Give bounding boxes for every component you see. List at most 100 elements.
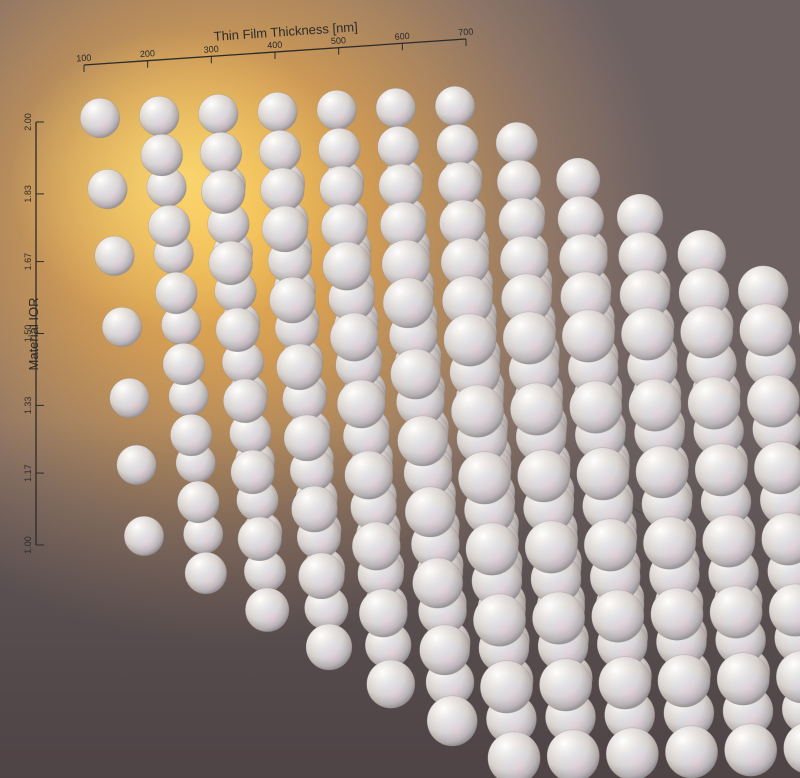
data-points	[79, 85, 800, 778]
data-point-sheen	[695, 443, 748, 497]
data-point-sheen	[503, 311, 556, 365]
data-point-sheen	[439, 200, 486, 246]
data-point-sheen	[207, 203, 250, 246]
y-tick-label: 1.67	[23, 253, 33, 271]
data-point-sheen	[412, 557, 463, 609]
data-point-sheen	[678, 267, 730, 318]
data-point-sheen	[501, 273, 552, 324]
data-point-sheen	[628, 378, 682, 432]
y-tick-label: 1.17	[23, 464, 33, 482]
data-point-sheen	[262, 206, 308, 252]
data-point-sheen	[257, 92, 298, 132]
data-point-sheen	[102, 307, 142, 347]
data-point-sheen	[702, 514, 755, 568]
data-point-sheen	[569, 380, 622, 434]
x-tick-label: 600	[394, 31, 410, 42]
data-point-sheen	[397, 415, 448, 466]
data-point-sheen	[717, 652, 770, 706]
data-point-sheen	[116, 445, 157, 485]
y-axis-ticks: 1.00 1.17 1.33 1.50 1.67 1.83 2.00	[23, 113, 44, 554]
data-point-sheen	[657, 654, 711, 708]
data-point-sheen	[269, 277, 316, 324]
data-point-sheen	[677, 230, 726, 279]
data-point-sheen	[487, 731, 541, 778]
data-point-sheen	[405, 486, 456, 537]
data-point-sheen	[500, 236, 549, 285]
data-point-sheen	[109, 378, 150, 418]
data-point-sheen	[284, 415, 330, 461]
y-axis-title: Material IOR	[26, 298, 41, 371]
data-point-sheen	[747, 374, 800, 428]
data-point-sheen	[148, 205, 191, 248]
data-point-sheen	[260, 168, 305, 212]
data-point-sheen	[557, 196, 604, 242]
x-tick-label: 200	[140, 48, 156, 59]
data-point-sheen	[318, 128, 361, 171]
data-point-sheen	[291, 486, 338, 533]
data-point-sheen	[259, 130, 301, 173]
data-point-sheen	[377, 126, 420, 168]
data-point-sheen	[458, 451, 511, 505]
data-point-sheen	[442, 275, 493, 326]
data-point-sheen	[497, 160, 541, 204]
data-point-sheen	[390, 348, 441, 400]
data-point-sheen	[155, 272, 198, 314]
data-point-sheen	[591, 589, 644, 643]
data-point-sheen	[229, 412, 272, 454]
data-point-sheen	[709, 585, 763, 639]
data-point-sheen	[376, 88, 416, 128]
data-point-sheen	[559, 234, 608, 283]
data-point-sheen	[532, 591, 585, 645]
data-point-sheen	[724, 723, 777, 777]
data-point-sheen	[480, 660, 533, 714]
data-point-sheen	[322, 242, 371, 291]
data-point-sheen	[754, 441, 800, 495]
data-point-sheen	[761, 512, 800, 566]
data-point-sheen	[576, 447, 630, 501]
data-point-sheen	[366, 660, 415, 709]
data-point-sheen	[438, 162, 482, 206]
data-point-sheen	[618, 232, 667, 281]
data-point-sheen	[208, 241, 253, 285]
data-point-sheen	[215, 308, 260, 352]
data-point-sheen	[337, 379, 386, 429]
data-point-sheen	[306, 624, 352, 670]
data-point-sheen	[617, 194, 663, 240]
data-point-sheen	[562, 309, 615, 363]
data-point-sheen	[298, 552, 345, 599]
data-point-sheen	[321, 204, 368, 250]
data-point-sheen	[556, 158, 601, 202]
data-point-sheen	[237, 517, 282, 561]
data-point-sheen	[584, 518, 637, 572]
data-point-sheen	[621, 307, 674, 361]
data-point-sheen	[94, 236, 135, 276]
data-point-sheen	[769, 583, 800, 637]
data-point-sheen	[359, 588, 408, 638]
data-point-sheen	[517, 449, 570, 503]
data-point-sheen	[419, 624, 470, 676]
data-point-sheen	[352, 522, 401, 571]
data-point-sheen	[495, 122, 538, 164]
data-point-sheen	[776, 650, 800, 703]
y-tick-label: 1.83	[23, 185, 33, 203]
data-point-sheen	[498, 198, 545, 244]
data-point-sheen	[380, 202, 427, 248]
data-point-sheen	[525, 520, 578, 574]
data-point-sheen	[381, 240, 431, 289]
data-point-sheen	[200, 132, 242, 175]
data-point-sheen	[606, 727, 659, 778]
data-point-sheen	[635, 445, 689, 499]
data-point-sheen	[619, 269, 671, 320]
data-point-sheen	[146, 167, 187, 207]
data-point-sheen	[738, 265, 789, 316]
data-point-sheen	[244, 550, 286, 592]
data-point-sheen	[598, 656, 652, 710]
data-point-sheen	[201, 170, 246, 214]
data-point-sheen	[177, 481, 220, 523]
data-point-sheen	[140, 134, 183, 177]
x-tick-label: 500	[331, 35, 347, 46]
data-point-sheen	[223, 379, 268, 423]
data-point-sheen	[230, 450, 275, 494]
data-point-sheen	[427, 695, 478, 747]
